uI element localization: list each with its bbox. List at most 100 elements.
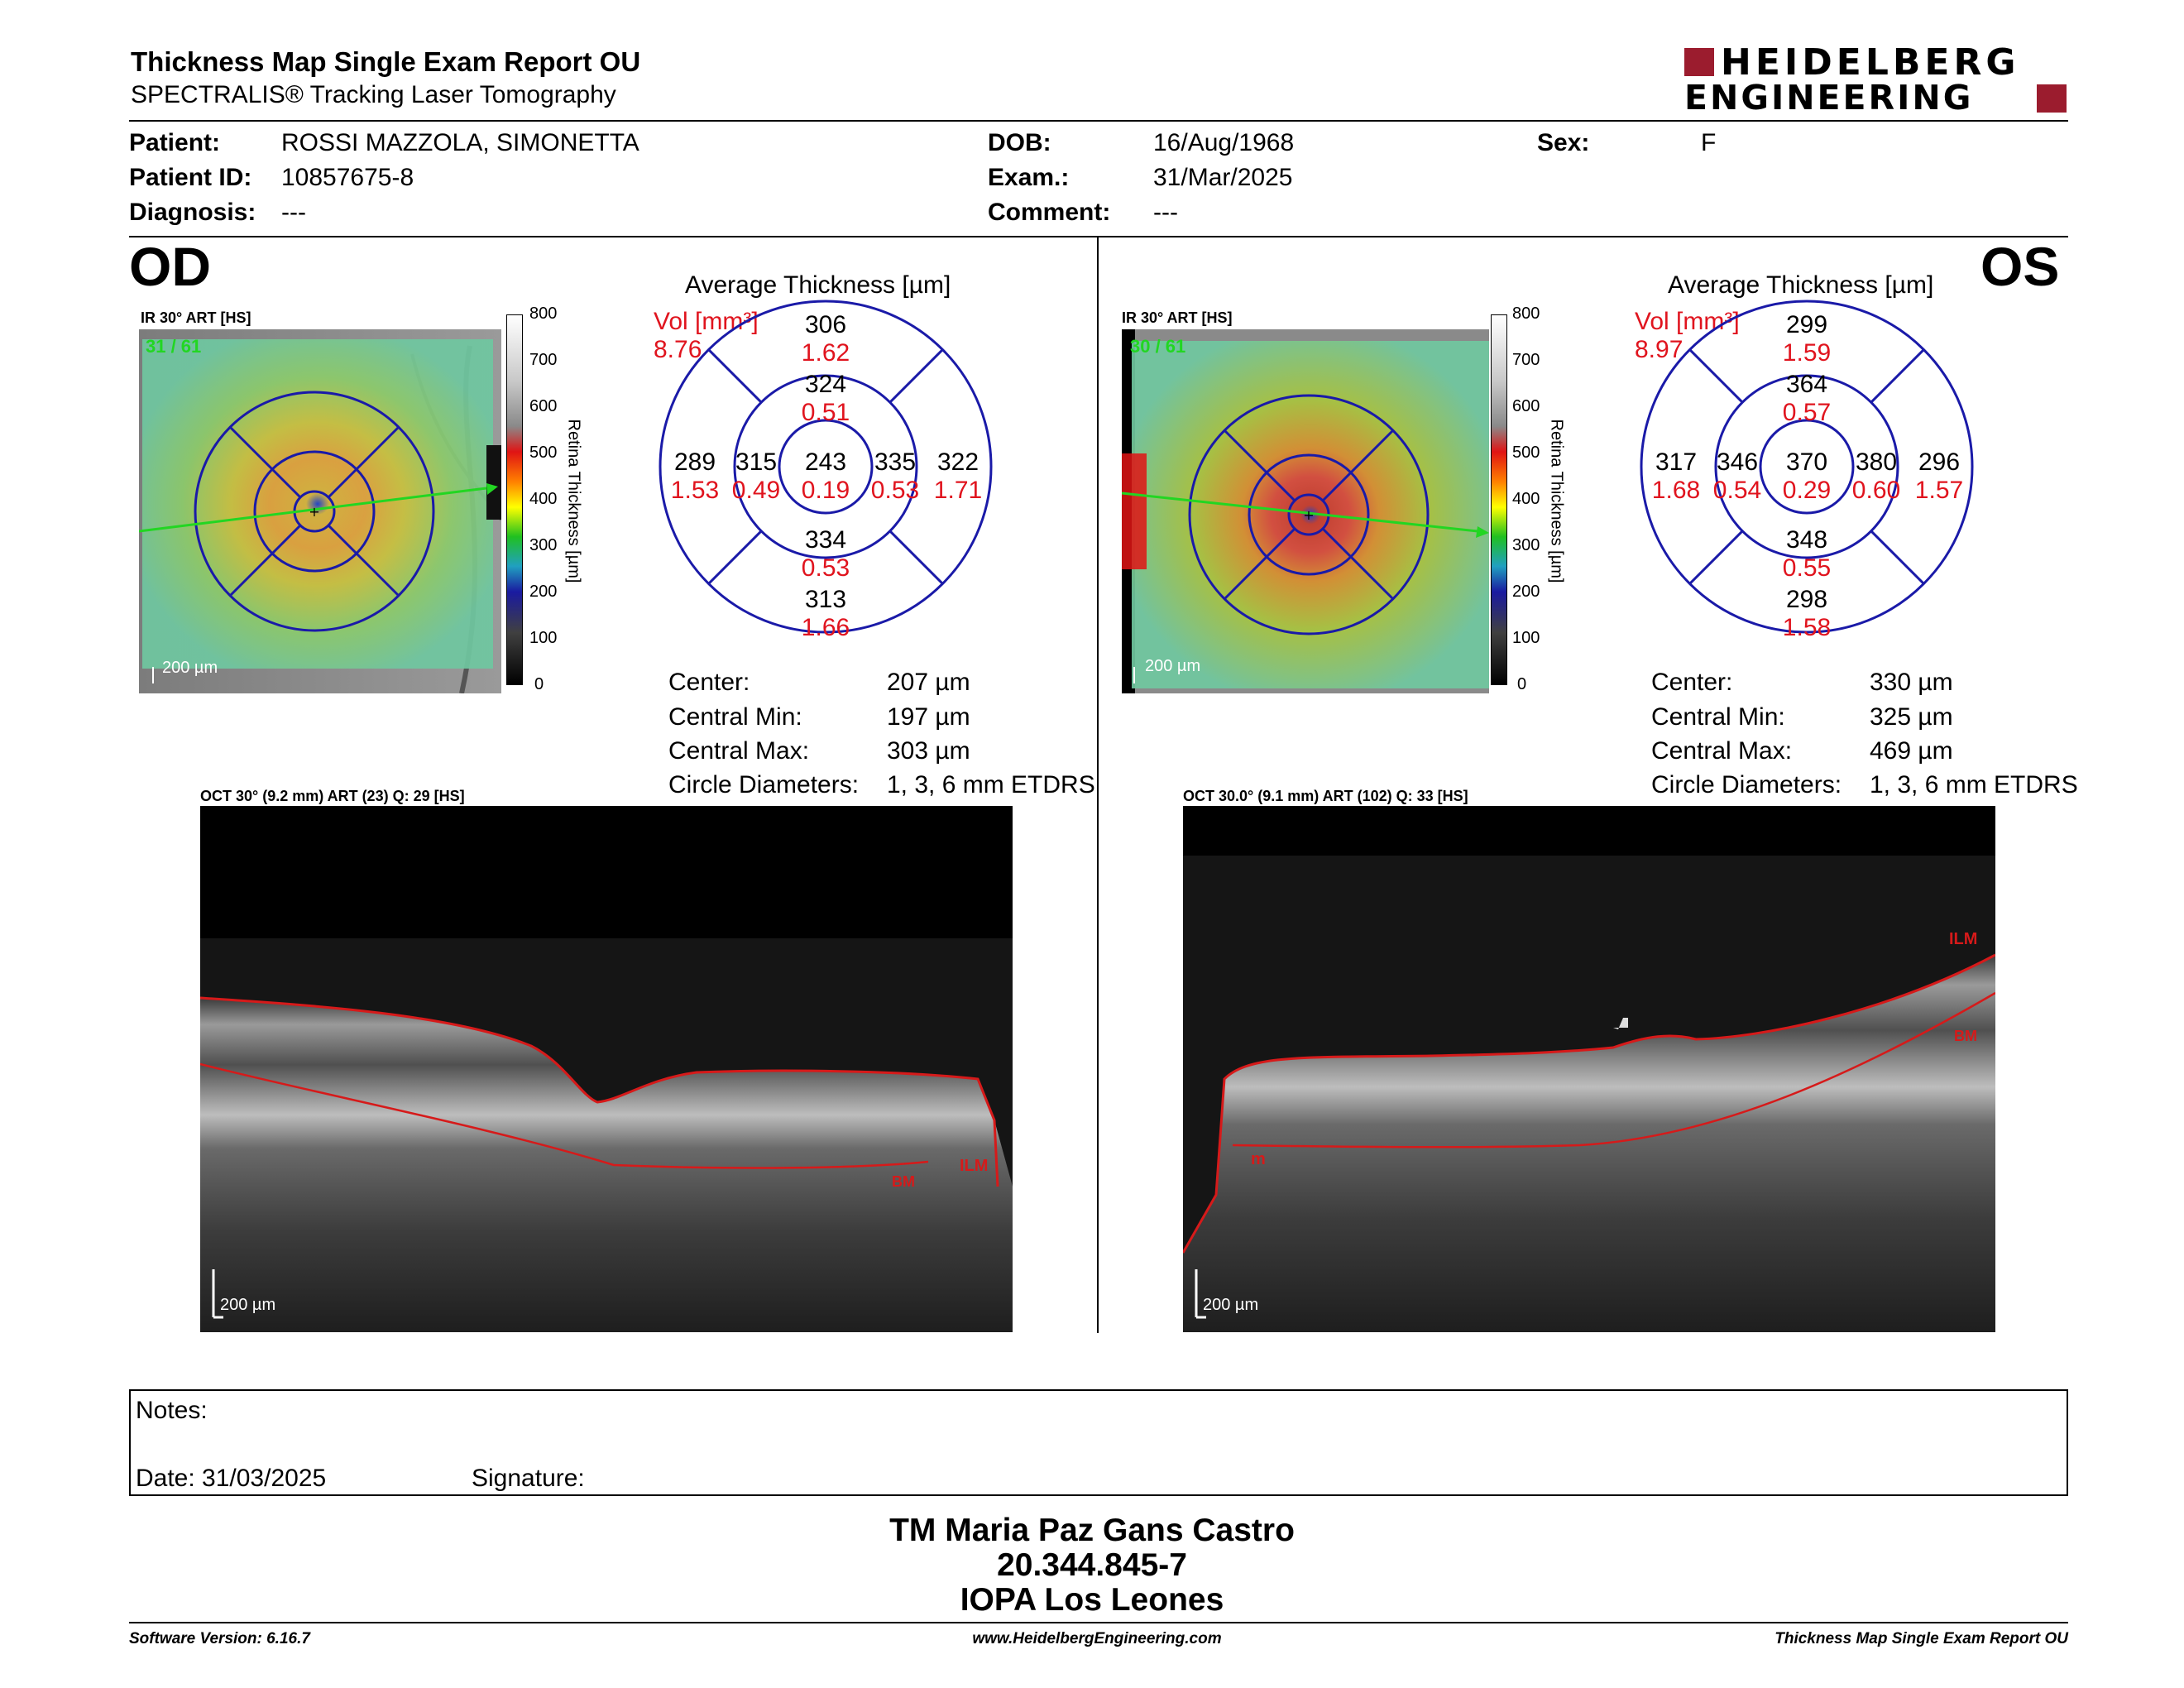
os-ir-scale-bar [1133, 667, 1135, 683]
patient-name: ROSSI MAZZOLA, SIMONETTA [281, 129, 639, 156]
patient-divider [129, 236, 2068, 237]
od-outer-left-volume: 1.53 [670, 477, 720, 504]
od-tick-100: 100 [529, 629, 558, 647]
od-outer-left-thickness: 289 [673, 448, 716, 476]
od-bm-label: BM [892, 1173, 915, 1190]
od-tick-500: 500 [529, 444, 558, 462]
os-bm-label: BM [1954, 1028, 1977, 1044]
os-outer-left-thickness: 317 [1655, 448, 1698, 476]
od-oct-scale: 200 µm [220, 1296, 276, 1314]
od-tick-200: 200 [529, 583, 558, 601]
os-sector-values: 299 1.59 364 0.57 317 1.68 346 0.54 370 0.29 … [1640, 300, 1974, 641]
notes-label: Notes: [136, 1397, 208, 1424]
footer-line1: TM Maria Paz Gans Castro [889, 1513, 1295, 1548]
od-outer-bottom-volume: 1.66 [801, 614, 850, 641]
comment-value: --- [1153, 199, 1178, 226]
od-tick-300: 300 [529, 536, 558, 554]
os-tick-500: 500 [1512, 444, 1540, 462]
od-outer-bottom-thickness: 313 [804, 586, 847, 613]
od-tick-700: 700 [529, 351, 558, 369]
header-divider [129, 120, 2068, 122]
od-vol-label: Vol [mm³] [654, 308, 759, 335]
od-oct-bscan [199, 806, 1013, 1332]
os-colorbar [1491, 314, 1507, 685]
od-min-label: Central Min: [668, 703, 802, 731]
od-fundus-svg: + [138, 329, 503, 694]
od-frame-count: 31 / 61 [146, 336, 202, 357]
footer-divider [129, 1622, 2068, 1623]
os-ilm-label: ILM [1949, 930, 1978, 948]
os-tick-700: 700 [1512, 351, 1540, 369]
od-center-value: 207 µm [887, 669, 970, 696]
sex-value: F [1701, 129, 1717, 156]
comment-label: Comment: [988, 199, 1111, 226]
od-ir-scale-bar [152, 667, 154, 683]
od-vol-total: 8.76 [654, 336, 702, 363]
os-inner-top-thickness: 364 [1785, 371, 1828, 398]
logo-line2: ENGINEERING [1684, 78, 1974, 117]
os-tick-0: 0 [1517, 675, 1527, 693]
os-colorbar-title: Retina Thickness [µm] [1547, 419, 1566, 583]
os-inner-right-thickness: 380 [1855, 448, 1898, 476]
od-colorbar [506, 314, 523, 685]
od-oct-svg [199, 806, 1013, 1332]
logo-red-block-bottom [2037, 84, 2067, 113]
od-tick-800: 800 [529, 305, 558, 323]
os-vol-total: 8.97 [1635, 336, 1684, 363]
svg-text:+: + [309, 504, 319, 520]
od-outer-right-volume: 1.71 [933, 477, 983, 504]
os-oct-label: OCT 30.0° (9.1 mm) ART (102) Q: 33 [HS] [1183, 788, 1468, 804]
os-colorbar-ticks: 800 700 600 500 400 300 200 100 0 [1512, 305, 1562, 693]
os-outer-bottom-thickness: 298 [1785, 586, 1828, 613]
diagnosis-value: --- [281, 199, 306, 226]
report-subtitle: SPECTRALIS® Tracking Laser Tomography [131, 81, 616, 108]
os-etdrs-svg [1640, 300, 1974, 634]
svg-text:+: + [1303, 507, 1314, 523]
od-max-value: 303 µm [887, 737, 970, 765]
od-outer-top-thickness: 306 [804, 311, 847, 338]
od-inner-right-thickness: 335 [874, 448, 917, 476]
od-inner-top-thickness: 324 [804, 371, 847, 398]
os-center-value: 330 µm [1870, 669, 1953, 696]
od-ir-label: IR 30° ART [HS] [141, 309, 251, 326]
eye-divider [1097, 237, 1099, 1333]
os-ir-label: IR 30° ART [HS] [1122, 309, 1233, 326]
patient-id-label: Patient ID: [129, 164, 252, 191]
os-tick-100: 100 [1512, 629, 1540, 647]
od-center-thickness: 243 [804, 448, 847, 476]
od-oct-label: OCT 30° (9.2 mm) ART (23) Q: 29 [HS] [200, 788, 465, 804]
footer-software: Software Version: 6.16.7 [129, 1630, 310, 1647]
od-diam-label: Circle Diameters: [668, 771, 860, 798]
od-avg-title: Average Thickness [µm] [685, 271, 951, 299]
os-oct-scale: 200 µm [1203, 1296, 1259, 1314]
os-inner-left-volume: 0.54 [1712, 477, 1762, 504]
od-optic-disc-edge [486, 445, 501, 520]
os-oct-bscan [1181, 806, 1996, 1332]
os-outer-left-volume: 1.68 [1651, 477, 1701, 504]
exam-label: Exam.: [988, 164, 1070, 191]
od-etdrs-chart [659, 300, 993, 634]
os-outer-bottom-volume: 1.58 [1782, 614, 1832, 641]
os-center-label: Center: [1651, 669, 1733, 696]
os-outer-right-volume: 1.57 [1914, 477, 1964, 504]
od-inner-left-thickness: 315 [735, 448, 778, 476]
os-outer-right-thickness: 296 [1918, 448, 1961, 476]
os-max-label: Central Max: [1651, 737, 1793, 765]
od-outer-top-volume: 1.62 [801, 339, 850, 367]
os-fundus-thickness-map: + [1121, 329, 1489, 693]
os-frame-count: 30 / 61 [1130, 336, 1186, 357]
eye-label-os: OS [1980, 236, 2060, 297]
os-inner-bottom-volume: 0.55 [1782, 554, 1832, 582]
od-max-label: Central Max: [668, 737, 810, 765]
os-outer-top-thickness: 299 [1785, 311, 1828, 338]
footer-website[interactable]: www.HeidelbergEngineering.com [972, 1630, 1222, 1647]
dob-label: DOB: [988, 129, 1051, 156]
od-ir-scale: 200 µm [162, 659, 218, 677]
exam-value: 31/Mar/2025 [1153, 164, 1293, 191]
od-center-label: Center: [668, 669, 750, 696]
os-max-value: 469 µm [1870, 737, 1953, 765]
od-inner-top-volume: 0.51 [801, 399, 850, 426]
footer-line2: 20.344.845-7 [997, 1547, 1187, 1583]
os-etdrs-chart [1640, 300, 1974, 634]
od-colorbar-ticks: 800 700 600 500 400 300 200 100 0 [529, 305, 579, 693]
